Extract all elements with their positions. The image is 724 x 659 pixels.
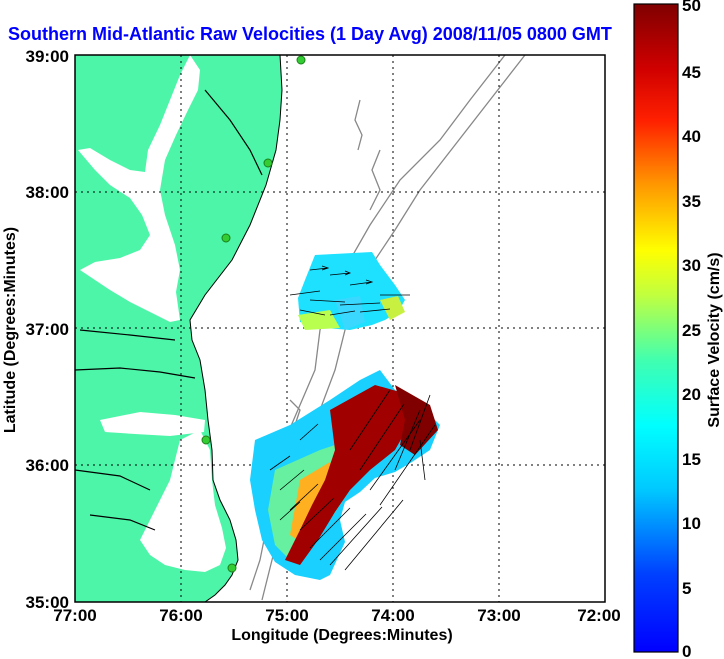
- y-tick-label: 38:00: [26, 183, 69, 202]
- coastline-outline: [189, 55, 283, 602]
- x-tick-label: 76:00: [159, 606, 202, 625]
- figure-title: Southern Mid-Atlantic Raw Velocities (1 …: [8, 24, 612, 44]
- colorbar-tick-label: 15: [682, 450, 701, 469]
- y-axis-label: Latitude (Degrees:Minutes): [2, 227, 19, 433]
- colorbar-tick-label: 30: [682, 256, 701, 275]
- map-frame: [74, 54, 606, 603]
- x-tick-label: 72:00: [577, 606, 620, 625]
- x-tick-label: 75:00: [265, 606, 308, 625]
- albemarle-sound: [100, 412, 205, 436]
- radar-station-marker: [296, 55, 306, 65]
- x-tick-label: 73:00: [477, 606, 520, 625]
- colorbar-tick-label: 20: [682, 385, 701, 404]
- y-tick-label: 37:00: [26, 320, 69, 339]
- colorbar-ticks: 50 45 40 35 30 25 20 15 10 5 0: [682, 0, 701, 659]
- map-panel: [75, 55, 605, 602]
- radar-station-marker: [263, 158, 273, 168]
- colorbar-tick-label: 40: [682, 127, 701, 146]
- y-tick-label: 39:00: [26, 47, 69, 66]
- y-axis-ticks: 39:00 38:00 37:00 36:00 35:00: [26, 47, 69, 612]
- x-tick-label: 77:00: [53, 606, 96, 625]
- colorbar-tick-label: 10: [682, 514, 701, 533]
- colorbar: [633, 3, 679, 653]
- x-axis-label: Longitude (Degrees:Minutes): [231, 627, 452, 644]
- colorbar-tick-label: 0: [682, 642, 691, 659]
- velocity-field-south: [250, 370, 440, 580]
- radar-station-marker: [201, 435, 211, 445]
- colorbar-tick-label: 35: [682, 192, 701, 211]
- y-tick-label: 36:00: [26, 456, 69, 475]
- radar-station-marker: [227, 563, 237, 573]
- velocity-vectors: [269, 265, 436, 571]
- colorbar-tick-label: 50: [682, 0, 701, 15]
- colorbar-label: Surface Velocity (cm/s): [706, 252, 723, 427]
- x-tick-label: 74:00: [371, 606, 414, 625]
- coastal-rivers: [75, 89, 263, 531]
- colorbar-tick-label: 25: [682, 321, 701, 340]
- colorbar-tick-label: 5: [682, 579, 691, 598]
- chesapeake-bay: [78, 55, 200, 322]
- radar-stations: [201, 55, 306, 573]
- colorbar-tick-label: 45: [682, 63, 701, 82]
- y-tick-label: 35:00: [26, 593, 69, 612]
- radar-station-marker: [221, 233, 231, 243]
- pamlico-sound: [140, 430, 226, 572]
- x-axis-ticks: 77:00 76:00 75:00 74:00 73:00 72:00: [53, 606, 620, 625]
